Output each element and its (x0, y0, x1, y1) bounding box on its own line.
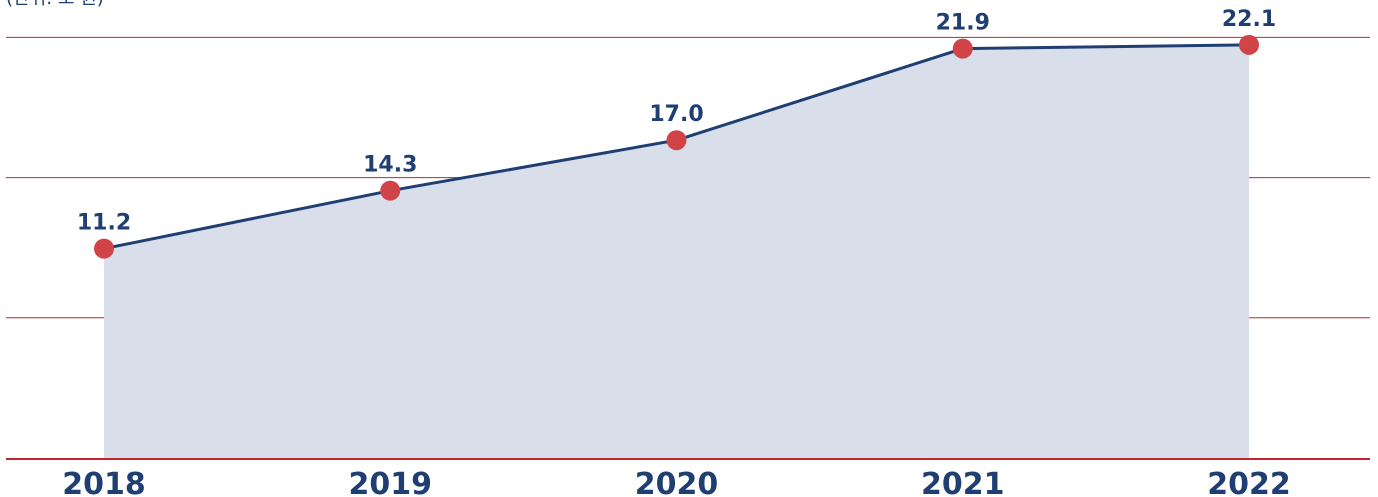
data-value-label: 17.0 (649, 102, 703, 127)
x-tick-label: 2018 (62, 467, 146, 497)
data-point-marker (1239, 34, 1259, 55)
data-markers (94, 34, 1259, 259)
data-point-marker (666, 130, 687, 151)
data-value-label: 22.1 (1222, 7, 1276, 32)
data-value-label: 14.3 (363, 153, 417, 178)
x-tick-label: 2022 (1207, 467, 1291, 497)
x-tick-label: 2020 (635, 467, 719, 497)
data-value-label: 21.9 (936, 11, 990, 36)
x-tick-label: 2021 (921, 467, 1005, 497)
data-labels: 11.2 14.3 17.0 21.9 22.1 (77, 7, 1276, 236)
data-point-marker (94, 238, 114, 259)
x-axis: 2018 2019 2020 2021 2022 (62, 467, 1291, 497)
area-fill (104, 44, 1249, 459)
unit-note: (단위: 조 원) (6, 0, 104, 9)
x-tick-label: 2019 (349, 467, 433, 497)
data-point-marker (952, 38, 973, 59)
data-value-label: 11.2 (77, 211, 131, 236)
data-point-marker (380, 180, 401, 201)
